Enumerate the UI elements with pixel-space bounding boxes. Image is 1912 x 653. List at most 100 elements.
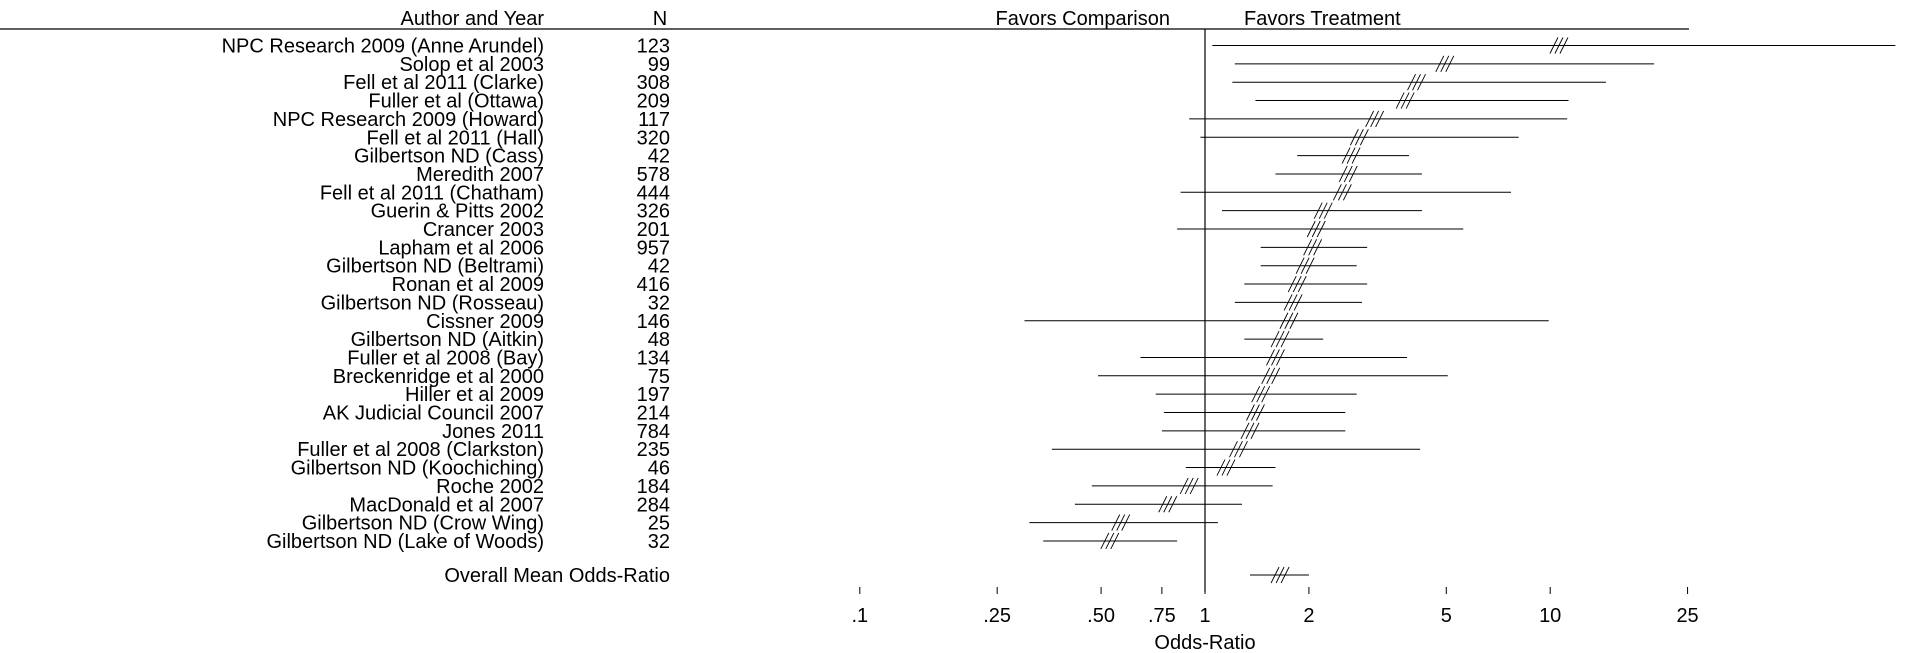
odds-ratio-marker-stroke (1250, 422, 1260, 440)
x-tick-label: 10 (1539, 605, 1561, 627)
study-row: Hiller et al 2009 197 (405, 384, 1357, 406)
study-row: Jones 2011 784 (442, 421, 1346, 443)
odds-ratio-marker-stroke (1245, 422, 1255, 440)
x-axis-label: Odds-Ratio (1154, 632, 1255, 653)
study-label: Fuller et al 2008 (Bay) (347, 347, 544, 369)
study-n: 214 (637, 403, 670, 425)
odds-ratio-marker-stroke (1266, 349, 1275, 366)
odds-ratio-marker-stroke (1163, 496, 1173, 513)
odds-ratio-marker-stroke (1251, 404, 1260, 421)
odds-ratio-marker-stroke (1349, 129, 1359, 146)
odds-ratio-marker-stroke (1313, 202, 1323, 219)
odds-ratio-marker (1435, 55, 1455, 73)
study-label: Fuller et al 2008 (Clarkston) (297, 439, 544, 461)
odds-ratio-marker (1100, 532, 1120, 550)
odds-ratio-marker (1395, 92, 1415, 109)
odds-ratio-marker-stroke (1343, 165, 1353, 183)
study-label: Crancer 2003 (423, 219, 544, 241)
study-label: Gilbertson ND (Koochiching) (291, 458, 544, 480)
odds-ratio-marker (1158, 496, 1178, 513)
odds-ratio-marker-stroke (1276, 349, 1285, 366)
x-tick-label: .1 (851, 605, 868, 627)
odds-ratio-marker-stroke (1365, 110, 1375, 128)
odds-ratio-marker-stroke (1337, 184, 1347, 201)
study-row: Fuller et al 2008 (Bay) 134 (347, 347, 1408, 369)
study-label: Jones 2011 (442, 421, 544, 443)
study-label: Meredith 2007 (416, 164, 544, 186)
odds-ratio-marker-stroke (1261, 385, 1271, 403)
x-tick-label: .25 (983, 605, 1011, 627)
study-row: Gilbertson ND (Crow Wing) 25 (302, 513, 1218, 535)
study-n: 134 (637, 347, 670, 369)
study-row: Gilbertson ND (Cass) 42 (354, 146, 1410, 168)
odds-ratio-marker-stroke (1116, 514, 1126, 531)
odds-ratio-marker-stroke (1158, 496, 1168, 513)
odds-ratio-marker-stroke (1313, 239, 1323, 256)
odds-ratio-marker (1251, 385, 1271, 403)
study-n: 32 (648, 292, 670, 314)
study-row: Fell et al 2011 (Chatham) 444 (320, 182, 1512, 204)
odds-ratio-marker-stroke (1229, 440, 1238, 458)
odds-ratio-marker (1287, 275, 1307, 293)
study-n: 75 (648, 366, 670, 388)
odds-ratio-marker-stroke (1338, 165, 1348, 183)
odds-ratio-marker-stroke (1240, 422, 1250, 440)
odds-ratio-marker-stroke (1234, 440, 1243, 458)
odds-ratio-marker (1365, 110, 1385, 128)
overall-odds-ratio-marker-stroke (1275, 566, 1285, 584)
odds-ratio-marker-stroke (1121, 514, 1131, 531)
study-row: Lapham et al 2006 957 (378, 237, 1368, 259)
x-tick-label: 25 (1676, 605, 1698, 627)
odds-ratio-marker-stroke (1341, 147, 1351, 164)
x-tick-label: 5 (1441, 605, 1452, 627)
odds-ratio-marker-stroke (1435, 55, 1445, 73)
odds-ratio-marker-stroke (1251, 385, 1261, 403)
study-n: 209 (637, 91, 670, 113)
x-tick-label: .50 (1087, 605, 1115, 627)
study-label: Fell et al 2011 (Clarke) (343, 72, 544, 94)
odds-ratio-marker (1338, 165, 1358, 183)
study-label: Ronan et al 2009 (392, 274, 544, 296)
study-n: 235 (637, 439, 670, 461)
study-row: Roche 2002 184 (436, 476, 1273, 498)
odds-ratio-marker-stroke (1549, 37, 1559, 54)
study-n: 578 (637, 164, 670, 186)
odds-ratio-marker-stroke (1417, 73, 1426, 91)
odds-ratio-marker-stroke (1216, 459, 1226, 476)
odds-ratio-marker-stroke (1342, 184, 1352, 201)
study-row: Gilbertson ND (Aitkin) 48 (351, 329, 1324, 351)
study-n: 146 (637, 311, 670, 333)
odds-ratio-marker (1306, 220, 1326, 238)
x-tick-label: .75 (1148, 605, 1176, 627)
odds-ratio-marker-stroke (1295, 257, 1305, 274)
study-row: Ronan et al 2009 416 (392, 274, 1368, 296)
odds-ratio-marker-stroke (1316, 220, 1326, 238)
odds-ratio-marker-stroke (1440, 55, 1450, 73)
odds-ratio-marker-stroke (1105, 532, 1115, 550)
odds-ratio-marker-stroke (1359, 129, 1369, 146)
study-row: NPC Research 2009 (Anne Arundel) 123 (222, 36, 1896, 58)
odds-ratio-marker-stroke (1351, 147, 1361, 164)
odds-ratio-marker-stroke (1292, 275, 1302, 293)
odds-ratio-marker-stroke (1311, 220, 1321, 238)
odds-ratio-marker-stroke (1280, 330, 1290, 348)
study-label: Gilbertson ND (Aitkin) (351, 329, 544, 351)
study-row: Fell et al 2011 (Clarke) 308 (343, 72, 1606, 94)
odds-ratio-marker-stroke (1266, 367, 1276, 385)
odds-ratio-marker-stroke (1261, 367, 1271, 385)
study-row: Gilbertson ND (Koochiching) 46 (291, 458, 1276, 480)
study-label: Hiller et al 2009 (405, 384, 544, 406)
odds-ratio-marker-stroke (1346, 147, 1356, 164)
odds-ratio-marker (1549, 37, 1569, 54)
study-n: 48 (648, 329, 670, 351)
study-label: NPC Research 2009 (Howard) (273, 109, 544, 131)
study-label: Roche 2002 (436, 476, 544, 498)
odds-ratio-marker (1270, 330, 1290, 348)
column-headers: Author and Year N Favors Comparison Favo… (401, 8, 1402, 30)
odds-ratio-marker-stroke (1110, 532, 1120, 550)
study-n: 957 (637, 237, 670, 259)
odds-ratio-marker (1266, 349, 1285, 366)
odds-ratio-marker-stroke (1354, 129, 1364, 146)
study-label: MacDonald et al 2007 (349, 494, 544, 516)
